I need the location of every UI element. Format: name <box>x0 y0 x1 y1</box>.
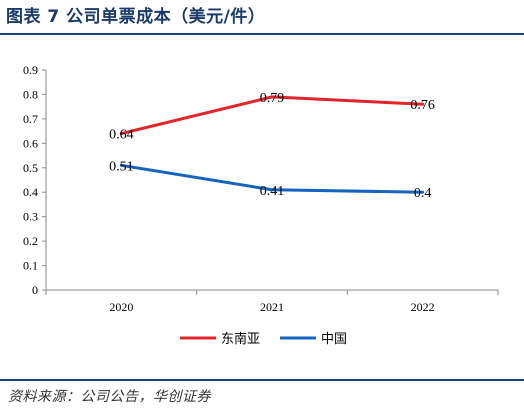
legend-label: 东南亚 <box>221 331 260 347</box>
y-tick-label: 0.7 <box>23 112 38 126</box>
y-tick-label: 0 <box>32 283 38 297</box>
data-label: 0.41 <box>260 184 285 199</box>
x-tick-label: 2020 <box>109 300 133 314</box>
y-tick-label: 0.6 <box>23 136 38 150</box>
figure-title: 图表 7 公司单票成本（美元/件） <box>6 7 266 27</box>
x-tick-label: 2022 <box>411 300 435 314</box>
data-label: 0.4 <box>414 186 432 201</box>
data-labels: 0.64 0.79 0.76 0.51 0.41 0.4 <box>109 91 435 201</box>
y-tick-label: 0.8 <box>23 87 38 101</box>
source-note: 资料来源：公司公告，华创证券 <box>8 389 211 405</box>
x-tick-label: 2021 <box>260 300 284 314</box>
line-chart: 0 0.1 0.2 0.3 0.4 0.5 0.6 0.7 0.8 0.9 2020 2021 2022… <box>23 63 499 347</box>
legend: 东南亚 中国 <box>180 331 347 347</box>
axes: 0 0.1 0.2 0.3 0.4 0.5 0.6 0.7 0.8 0.9 2020 2021 2022 <box>23 63 499 314</box>
series-line <box>119 163 425 194</box>
y-tick-label: 0.3 <box>23 210 38 224</box>
data-label: 0.64 <box>109 128 134 143</box>
legend-label: 中国 <box>321 332 347 347</box>
data-label: 0.51 <box>109 159 134 174</box>
y-tick-label: 0.9 <box>23 63 38 77</box>
title-rule <box>0 33 524 35</box>
data-label: 0.76 <box>410 98 435 113</box>
y-tick-label: 0.2 <box>23 234 38 248</box>
source-rule <box>0 379 524 381</box>
y-tick-label: 0.5 <box>23 161 38 175</box>
data-label: 0.79 <box>260 91 285 106</box>
series-lines <box>119 95 425 194</box>
series-line <box>119 95 425 136</box>
y-tick-label: 0.4 <box>23 185 38 199</box>
y-tick-label: 0.1 <box>23 259 38 273</box>
